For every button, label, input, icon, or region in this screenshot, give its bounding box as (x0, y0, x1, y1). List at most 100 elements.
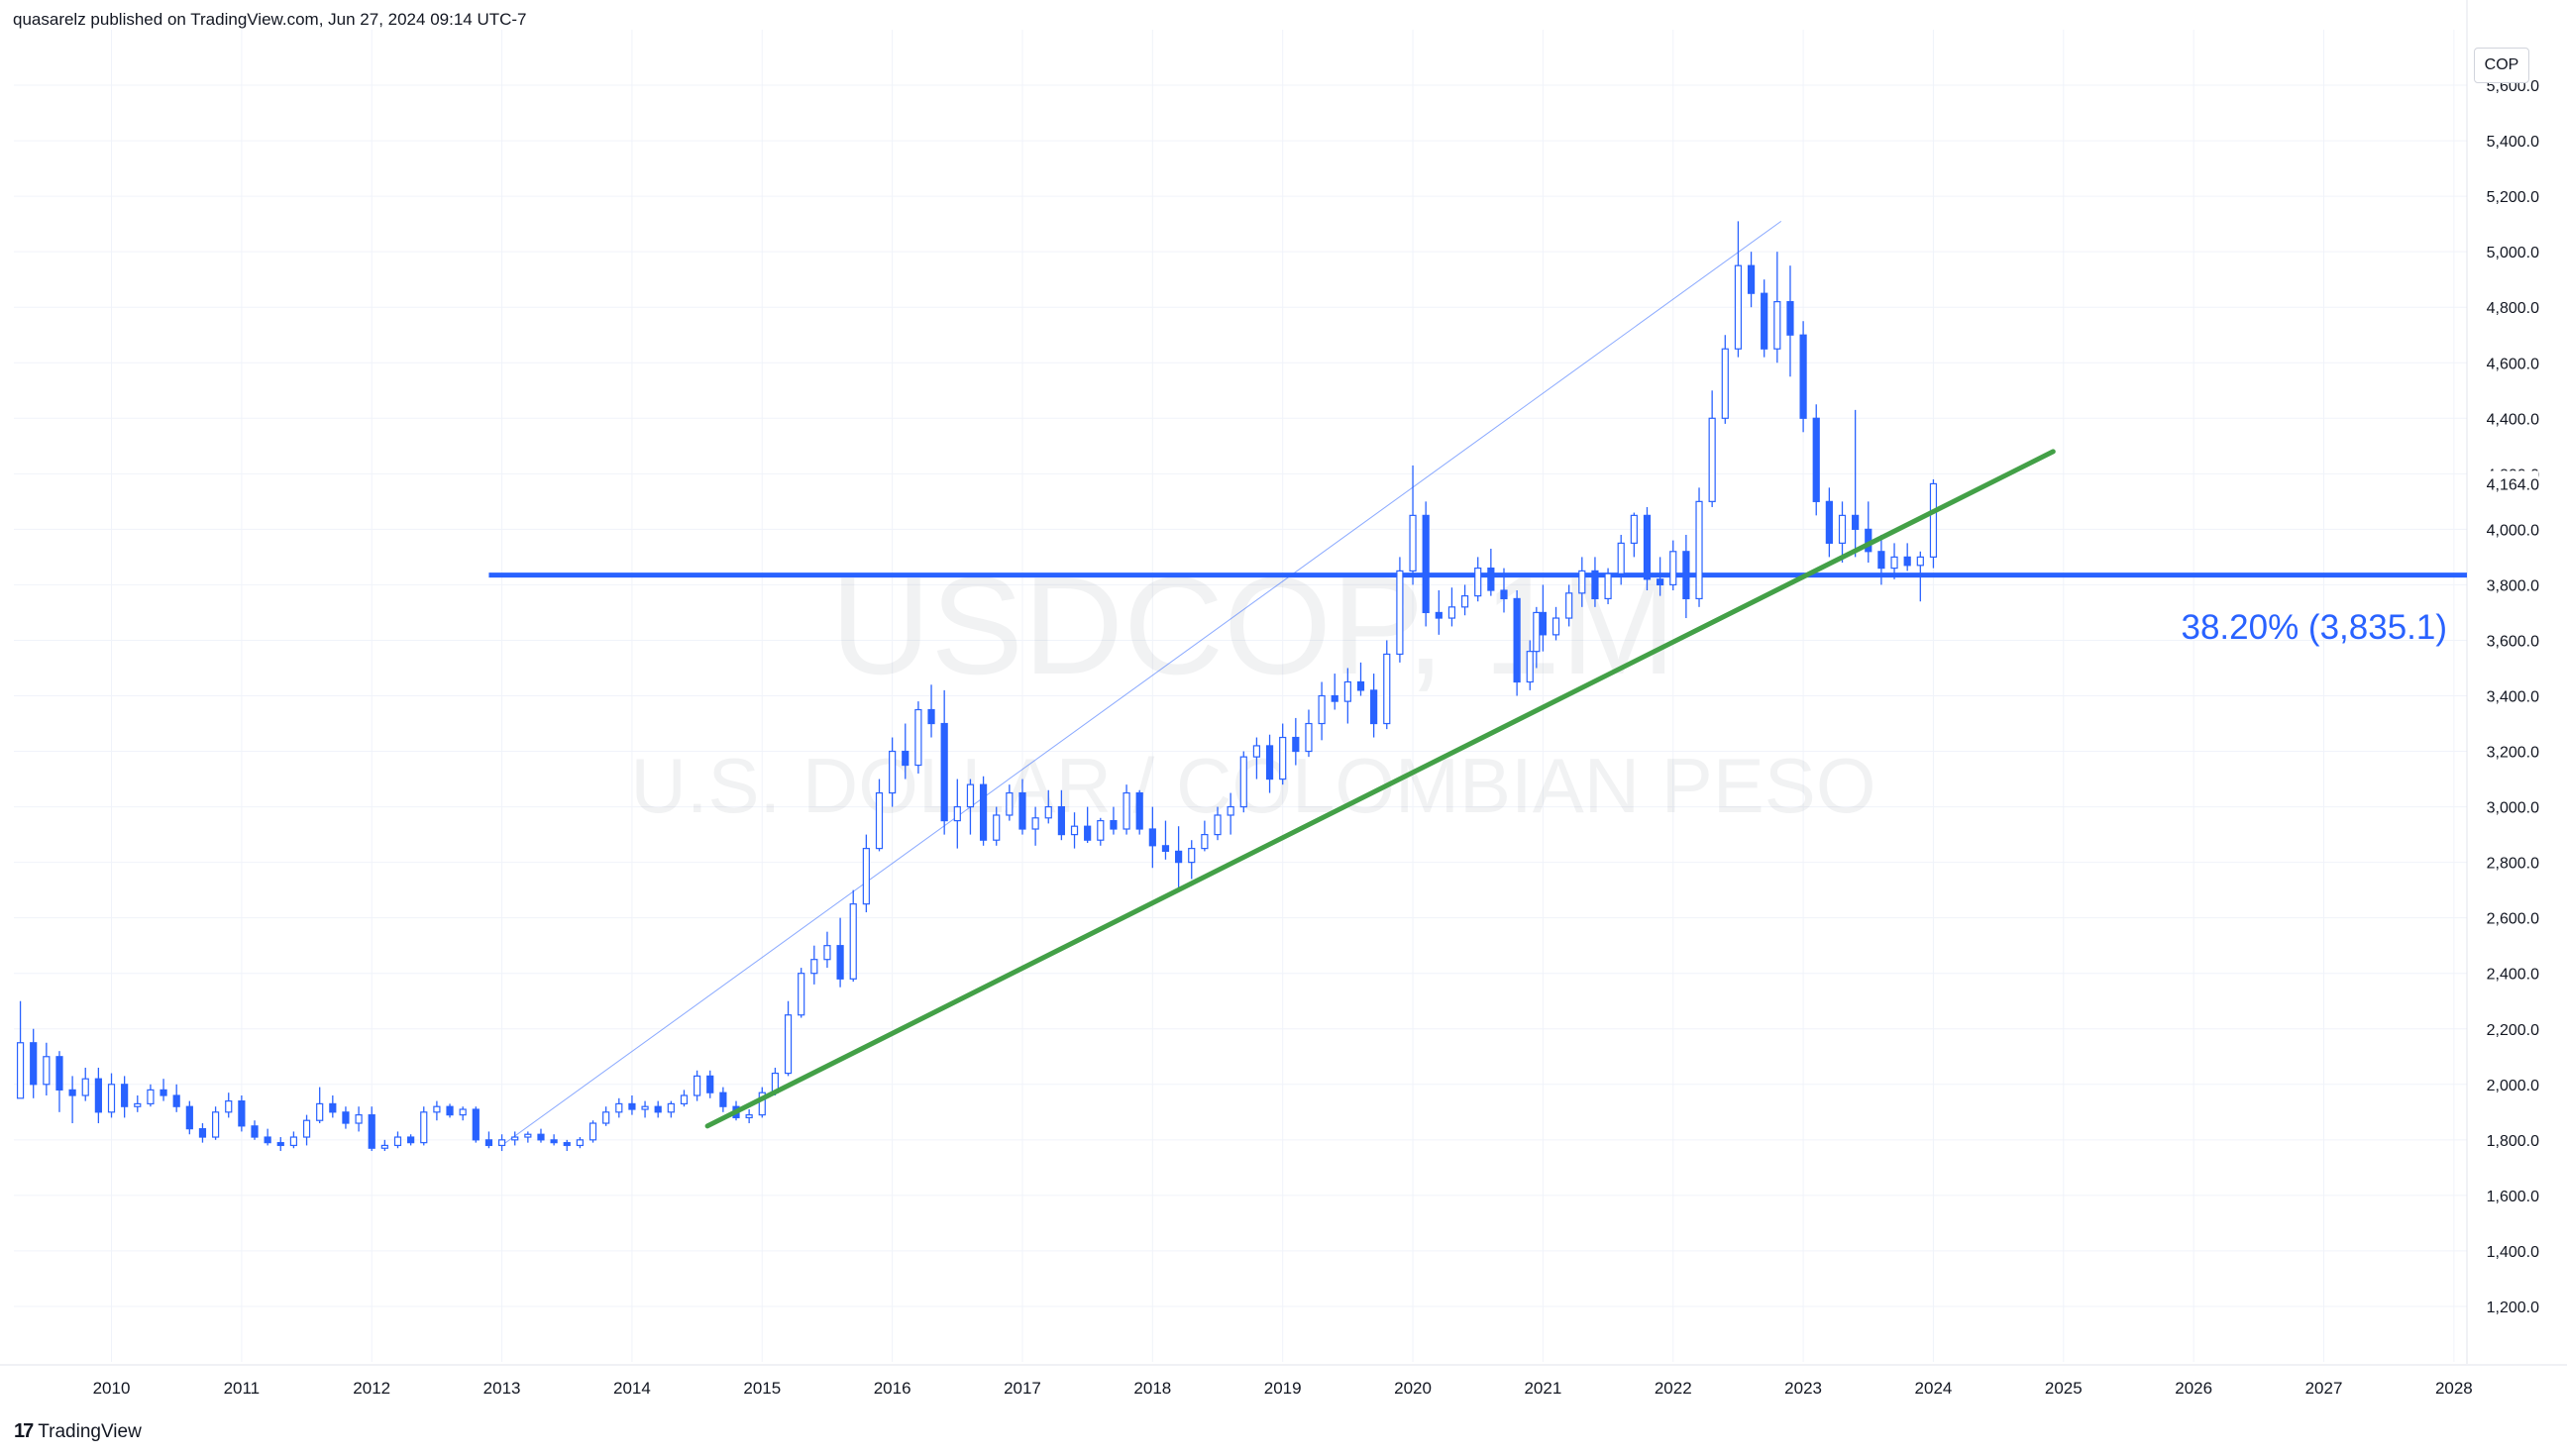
candle-body (615, 1102, 623, 1113)
candle (654, 1100, 662, 1118)
fib-range-diagonal (501, 220, 1782, 1146)
candle-body (1006, 791, 1014, 816)
x-tick-label: 2026 (2175, 1379, 2212, 1398)
candle (667, 1100, 675, 1118)
candle-body (1487, 568, 1495, 591)
candle (511, 1131, 519, 1146)
candle-body (1695, 500, 1703, 600)
candle-body (1734, 264, 1743, 350)
y-tick-label: 4,800.0 (2487, 300, 2539, 317)
candle (953, 779, 961, 849)
candle-body (1123, 791, 1130, 830)
candle-body (823, 945, 831, 961)
candle (172, 1084, 180, 1112)
y-tick-label: 4,600.0 (2487, 356, 2539, 372)
candle (628, 1095, 636, 1115)
candle-body (914, 708, 922, 767)
candle (927, 684, 935, 738)
candle (1084, 806, 1092, 844)
candle-body (719, 1092, 727, 1107)
tradingview-logo[interactable]: 17 TradingView (14, 1420, 142, 1443)
candle (198, 1123, 207, 1143)
candle-body (1747, 264, 1756, 294)
candle-body (667, 1102, 675, 1113)
candle-body (459, 1108, 467, 1116)
candle (524, 1131, 532, 1143)
y-tick-label: 1,600.0 (2487, 1189, 2539, 1205)
candle (537, 1128, 545, 1143)
currency-button[interactable]: COP (2474, 48, 2529, 83)
candle-body (1188, 848, 1196, 864)
candle-body (1318, 694, 1326, 725)
candle-body (55, 1056, 63, 1091)
candle-body (694, 1075, 701, 1096)
candle (342, 1106, 350, 1129)
candle (979, 776, 988, 846)
candle-body (420, 1111, 428, 1144)
x-tick-label: 2028 (2435, 1379, 2473, 1398)
x-tick-label: 2012 (353, 1379, 390, 1398)
candle (823, 931, 831, 969)
candle-body (30, 1042, 38, 1086)
candle-body (484, 1139, 493, 1147)
candle (1331, 674, 1338, 710)
candle-body (1657, 578, 1664, 586)
y-tick-label: 2,400.0 (2487, 967, 2539, 984)
candle (43, 1042, 51, 1095)
candle (316, 1087, 324, 1124)
candle (810, 945, 818, 985)
candle-body (1148, 828, 1156, 847)
candle (276, 1137, 284, 1152)
x-tick-label: 2013 (483, 1379, 521, 1398)
candle (745, 1109, 753, 1124)
candle-body (1201, 834, 1209, 850)
candle-body (940, 722, 948, 822)
candle-body (1044, 805, 1052, 819)
candle-body (927, 708, 935, 725)
y-tick-label: 2,000.0 (2487, 1078, 2539, 1094)
candle-body (1422, 514, 1430, 614)
candle-body (1916, 556, 1924, 567)
candle (472, 1106, 480, 1143)
candle (966, 779, 975, 835)
candle (355, 1106, 363, 1132)
candle (1409, 465, 1417, 585)
candle-body (1305, 722, 1313, 753)
candle-body (1838, 514, 1847, 544)
candle-body (1370, 689, 1378, 725)
candle-body (1474, 568, 1482, 597)
candle (1643, 506, 1652, 591)
candle-body (1825, 500, 1833, 544)
candle-body (1565, 592, 1573, 619)
fib-range-line (501, 220, 1782, 1146)
candle (1761, 279, 1768, 358)
trendline-segment (704, 449, 2056, 1129)
candle-body (16, 1042, 25, 1099)
candle-body (1533, 611, 1541, 653)
candle (1487, 548, 1495, 596)
candle (1604, 568, 1612, 605)
candle (1031, 806, 1039, 846)
candle-body (94, 1078, 102, 1113)
x-tick-label: 2015 (743, 1379, 781, 1398)
candle-body (563, 1142, 571, 1147)
candle (914, 701, 922, 774)
candle-body (875, 791, 884, 850)
candle-body (993, 814, 1001, 841)
candle (1070, 812, 1079, 849)
x-tick-label: 2024 (1915, 1379, 1953, 1398)
candle-body (43, 1056, 51, 1086)
candle-body (1057, 805, 1065, 836)
candle-body (628, 1102, 636, 1110)
candle (16, 1000, 25, 1099)
candle (889, 737, 897, 807)
candle (380, 1139, 388, 1152)
candle (719, 1087, 727, 1112)
candle-body (1526, 651, 1534, 683)
last-price-marker: 4,164.0 (2469, 470, 2539, 497)
candle-body (1682, 551, 1690, 600)
candle (1721, 335, 1729, 424)
y-tick-label: 2,800.0 (2487, 856, 2539, 873)
candle-body (472, 1108, 480, 1141)
